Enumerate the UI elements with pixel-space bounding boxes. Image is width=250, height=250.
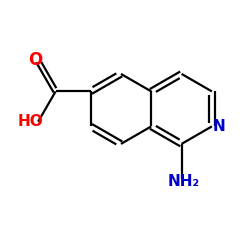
Text: NH₂: NH₂ (168, 174, 200, 190)
Text: N: N (212, 119, 225, 134)
Text: O: O (28, 51, 42, 69)
Text: HO: HO (17, 114, 43, 129)
